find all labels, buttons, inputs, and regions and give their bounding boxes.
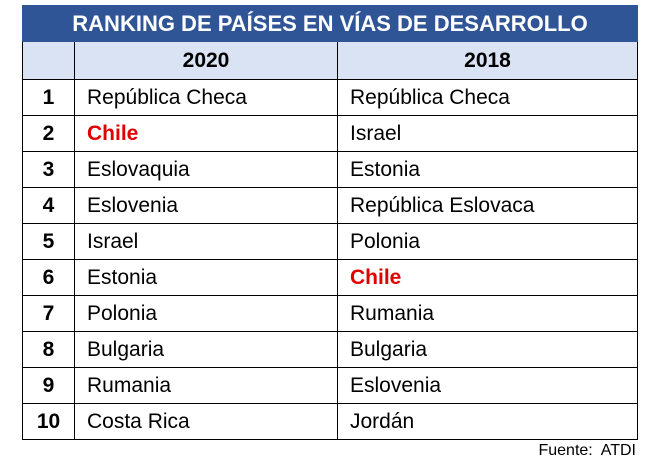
column-header: 2018 [336, 41, 639, 80]
rank-cell: 5 [22, 223, 75, 260]
country-cell: Rumania [336, 295, 639, 332]
table-row: 10 Costa Rica Jordán [22, 403, 639, 440]
table-row: 9 Rumania Eslovenia [22, 367, 639, 404]
country-cell: República Eslovaca [336, 187, 639, 224]
country-cell: República Checa [336, 79, 639, 116]
table-row: 8 Bulgaria Bulgaria [22, 331, 639, 368]
country-cell: Eslovaquia [74, 151, 338, 188]
table-body: 1 República Checa República Checa 2 Chile Isr… [22, 79, 639, 440]
table-row: 5 Israel Polonia [22, 223, 639, 260]
country-cell: República Checa [74, 79, 338, 116]
country-cell: Rumania [74, 367, 338, 404]
table-title: RANKING DE PAÍSES EN VÍAS DE DESARROLLO [21, 5, 639, 42]
rank-cell: 4 [22, 187, 75, 224]
ranking-table: RANKING DE PAÍSES EN VÍAS DE DESARROLLO … [21, 5, 639, 440]
country-cell: Chile [336, 259, 639, 296]
rank-cell: 3 [22, 151, 75, 188]
header-row: 2020 2018 [22, 41, 639, 80]
country-cell: Costa Rica [74, 403, 338, 440]
country-cell: Bulgaria [336, 331, 639, 368]
column-header: 2020 [74, 41, 338, 80]
table-row: 7 Polonia Rumania [22, 295, 639, 332]
source-note: Fuente: ATDI [538, 442, 636, 459]
table-row: 6 Estonia Chile [22, 259, 639, 296]
country-cell: Jordán [336, 403, 639, 440]
table-row: 3 Eslovaquia Estonia [22, 151, 639, 188]
table-row: 1 República Checa República Checa [22, 79, 639, 116]
country-cell: Eslovenia [74, 187, 338, 224]
column-header [22, 41, 75, 80]
table-row: 4 Eslovenia República Eslovaca [22, 187, 639, 224]
rank-cell: 7 [22, 295, 75, 332]
country-cell: Polonia [336, 223, 639, 260]
rank-cell: 10 [22, 403, 75, 440]
country-cell: Israel [74, 223, 338, 260]
country-cell: Estonia [336, 151, 639, 188]
country-cell: Polonia [74, 295, 338, 332]
country-cell: Eslovenia [336, 367, 639, 404]
rank-cell: 6 [22, 259, 75, 296]
country-cell: Chile [74, 115, 338, 152]
country-cell: Estonia [74, 259, 338, 296]
rank-cell: 9 [22, 367, 75, 404]
rank-cell: 8 [22, 331, 75, 368]
rank-cell: 2 [22, 115, 75, 152]
table-row: 2 Chile Israel [22, 115, 639, 152]
table-wrap: RANKING DE PAÍSES EN VÍAS DE DESARROLLO … [21, 5, 639, 440]
country-cell: Bulgaria [74, 331, 338, 368]
country-cell: Israel [336, 115, 639, 152]
rank-cell: 1 [22, 79, 75, 116]
